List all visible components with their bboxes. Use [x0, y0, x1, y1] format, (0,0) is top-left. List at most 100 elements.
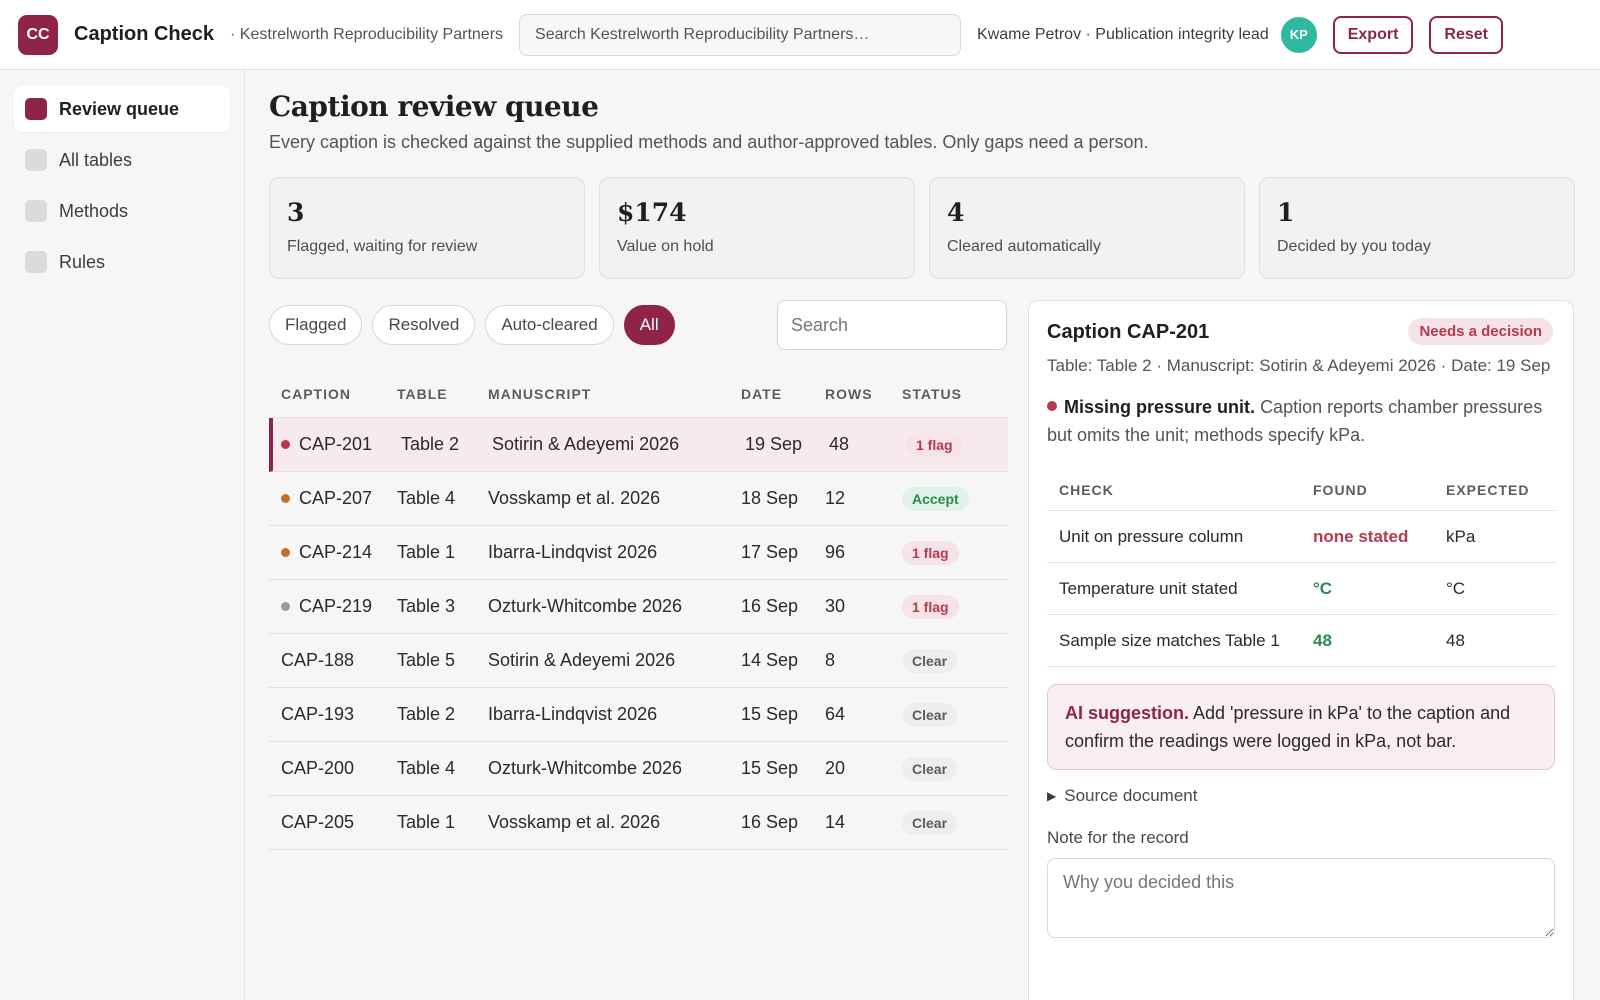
issue-title: Missing pressure unit.	[1064, 397, 1256, 417]
column-header-caption[interactable]: CAPTION	[281, 385, 351, 402]
organization-name: · Kestrelworth Reproducibility Partners	[230, 25, 504, 43]
main-content: Caption review queue Every caption is ch…	[269, 70, 1575, 1000]
stat-label: Value on hold	[617, 238, 714, 255]
detail-meta: Table: Table 2 · Manuscript: Sotirin & A…	[1047, 356, 1551, 375]
status-badge: Clear	[902, 810, 958, 835]
detail-title: Caption CAP-201	[1047, 321, 1210, 343]
nav-square-icon	[25, 251, 47, 273]
caption-cell: CAP-200	[269, 758, 397, 779]
filter-chip-flagged[interactable]: Flagged	[269, 305, 363, 345]
global-search-input[interactable]	[519, 13, 962, 56]
filter-chip-resolved[interactable]: Resolved	[372, 305, 476, 345]
source-document-toggle[interactable]: ▶ Source document	[1047, 786, 1555, 806]
status-cell: Clear	[902, 810, 1002, 835]
reset-button[interactable]: Reset	[1429, 15, 1503, 54]
filter-chip-all[interactable]: All	[623, 305, 675, 345]
filter-chips: Flagged Resolved Auto-cleared All	[269, 305, 675, 345]
table-row[interactable]: CAP-193 Table 2 Ibarra-Lindqvist 2026 15 Se…	[269, 688, 1008, 742]
status-badge: Accept	[902, 486, 969, 511]
source-document-label: Source document	[1064, 786, 1198, 805]
status-badge: Clear	[902, 702, 958, 727]
status-cell: 1 flag	[906, 432, 1006, 457]
issue-text: Caption reports chamber pressures but om…	[1047, 397, 1543, 445]
column-header-manuscript[interactable]: MANUSCRIPT	[488, 385, 592, 402]
stat-label: Cleared automatically	[947, 238, 1101, 255]
caption-id: CAP-214	[299, 542, 373, 562]
ai-suggestion-label: AI suggestion.	[1065, 703, 1190, 723]
table-row[interactable]: CAP-188 Table 5 Sotirin & Adeyemi 2026 14 S…	[269, 634, 1008, 688]
caption-detail-panel: Caption CAP-201 Needs a decision Table: …	[1028, 300, 1574, 1000]
check-name: Unit on pressure column	[1059, 526, 1244, 546]
check-name: Temperature unit stated	[1059, 578, 1238, 598]
sidebar-item-rules[interactable]: Rules	[14, 239, 230, 285]
caption-id: CAP-193	[281, 704, 355, 724]
stat-card-flagged: 3 Flagged, waiting for review	[269, 177, 585, 279]
severity-dot-icon	[281, 494, 290, 503]
status-cell: Clear	[902, 648, 1002, 673]
check-found: none stated	[1313, 526, 1409, 546]
stat-card-decided: 1 Decided by you today	[1259, 177, 1575, 279]
status-cell: 1 flag	[902, 594, 1002, 619]
caption-id: CAP-201	[299, 434, 373, 454]
table-cell: Table 3	[397, 596, 456, 616]
date-cell: 17 Sep	[741, 542, 799, 562]
sidebar-item-label: Methods	[59, 200, 129, 221]
check-name: Sample size matches Table 1	[1059, 630, 1280, 650]
table-row[interactable]: CAP-214 Table 1 Ibarra-Lindqvist 2026 17 Se…	[269, 526, 1008, 580]
column-header-table[interactable]: TABLE	[397, 385, 448, 402]
column-header-status[interactable]: STATUS	[902, 385, 962, 402]
issue-summary: Missing pressure unit. Caption reports c…	[1047, 393, 1555, 449]
check-row: Unit on pressure column none stated kPa	[1047, 511, 1555, 563]
status-badge: Clear	[902, 756, 958, 781]
queue-search-input[interactable]	[777, 300, 1007, 350]
avatar[interactable]: KP	[1280, 16, 1317, 53]
check-expected: °C	[1446, 578, 1466, 598]
caption-id: CAP-207	[299, 488, 373, 508]
column-header-expected: EXPECTED	[1446, 481, 1530, 498]
stat-label: Flagged, waiting for review	[287, 238, 478, 255]
sidebar-item-all-tables[interactable]: All tables	[14, 137, 230, 183]
filter-chip-auto-cleared[interactable]: Auto-cleared	[485, 305, 614, 345]
status-badge: 1 flag	[902, 540, 959, 565]
check-expected: 48	[1446, 630, 1465, 650]
rows-cell: 64	[825, 704, 846, 724]
rows-cell: 14	[825, 812, 846, 832]
stat-label: Decided by you today	[1277, 238, 1431, 255]
note-textarea[interactable]	[1047, 858, 1555, 938]
column-header-date[interactable]: DATE	[741, 385, 783, 402]
note-label: Note for the record	[1047, 828, 1189, 847]
stat-card-value-on-hold: $174 Value on hold	[599, 177, 915, 279]
status-cell: Accept	[902, 486, 1002, 511]
sidebar-item-label: Review queue	[59, 98, 180, 119]
table-row[interactable]: CAP-200 Table 4 Ozturk-Whitcombe 2026 15 Se…	[269, 742, 1008, 796]
table-row[interactable]: CAP-207 Table 4 Vosskamp et al. 2026 18 Sep…	[269, 472, 1008, 526]
table-row[interactable]: CAP-205 Table 1 Vosskamp et al. 2026 16 Sep…	[269, 796, 1008, 850]
caption-id: CAP-200	[281, 758, 355, 778]
date-cell: 14 Sep	[741, 650, 799, 670]
rows-cell: 12	[825, 488, 846, 508]
rows-cell: 96	[825, 542, 846, 562]
check-found: °C	[1313, 578, 1333, 598]
caption-id: CAP-219	[299, 596, 373, 616]
sidebar-item-label: All tables	[59, 149, 133, 170]
table-row[interactable]: CAP-201 Table 2 Sotirin & Adeyemi 2026 19 S…	[269, 418, 1008, 472]
nav-square-icon	[25, 98, 47, 120]
table-row[interactable]: CAP-219 Table 3 Ozturk-Whitcombe 2026 16 Se…	[269, 580, 1008, 634]
export-button[interactable]: Export	[1332, 15, 1414, 54]
column-header-check: CHECK	[1059, 481, 1114, 498]
date-cell: 15 Sep	[741, 704, 799, 724]
column-header-rows[interactable]: ROWS	[825, 385, 873, 402]
manuscript-cell: Vosskamp et al. 2026	[488, 488, 661, 508]
table-cell: Table 1	[397, 812, 456, 832]
check-table-header: CHECK FOUND EXPECTED	[1047, 469, 1555, 511]
sidebar-item-review-queue[interactable]: Review queue	[14, 86, 230, 132]
stat-value: $174	[617, 198, 687, 227]
manuscript-cell: Ozturk-Whitcombe 2026	[488, 758, 683, 778]
caption-cell: CAP-207	[269, 488, 397, 509]
caption-cell: CAP-193	[269, 704, 397, 725]
sidebar-item-methods[interactable]: Methods	[14, 188, 230, 234]
status-cell: Clear	[902, 702, 1002, 727]
manuscript-cell: Vosskamp et al. 2026	[488, 812, 661, 832]
stat-value: 1	[1277, 198, 1295, 227]
sidebar: Review queue All tables Methods Rules	[0, 70, 245, 1000]
